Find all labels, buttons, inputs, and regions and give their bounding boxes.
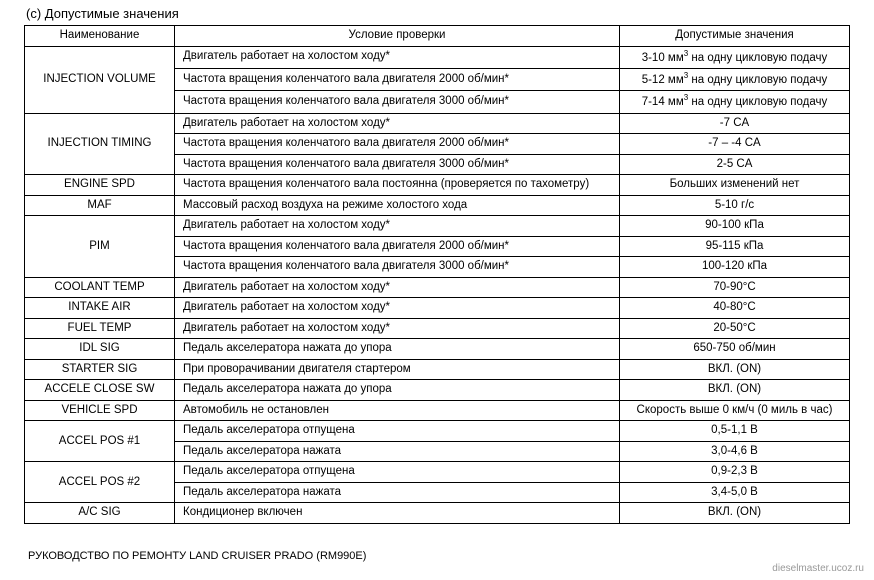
table-row: COOLANT TEMPДвигатель работает на холост… — [25, 277, 850, 298]
table-row: ACCELE CLOSE SWПедаль акселератора нажат… — [25, 380, 850, 401]
param-name: A/C SIG — [25, 503, 175, 524]
value-cell: 20-50°C — [620, 318, 850, 339]
table-row: PIMДвигатель работает на холостом ходу*9… — [25, 216, 850, 237]
condition-cell: При проворачивании двигателя стартером — [175, 359, 620, 380]
header-value: Допустимые значения — [620, 26, 850, 47]
condition-cell: Частота вращения коленчатого вала двигат… — [175, 91, 620, 113]
condition-cell: Двигатель работает на холостом ходу* — [175, 113, 620, 134]
value-cell: 7-14 мм3 на одну цикловую подачу — [620, 91, 850, 113]
condition-cell: Двигатель работает на холостом ходу* — [175, 216, 620, 237]
condition-cell: Педаль акселератора нажата до упора — [175, 339, 620, 360]
param-name: ACCEL POS #1 — [25, 421, 175, 462]
table-row: INJECTION VOLUMEДвигатель работает на хо… — [25, 46, 850, 68]
condition-cell: Массовый расход воздуха на режиме холост… — [175, 195, 620, 216]
value-cell: 3-10 мм3 на одну цикловую подачу — [620, 46, 850, 68]
param-name: VEHICLE SPD — [25, 400, 175, 421]
param-name: ACCEL POS #2 — [25, 462, 175, 503]
table-row: ENGINE SPDЧастота вращения коленчатого в… — [25, 175, 850, 196]
condition-cell: Автомобиль не остановлен — [175, 400, 620, 421]
value-cell: Больших изменений нет — [620, 175, 850, 196]
value-cell: 95-115 кПа — [620, 236, 850, 257]
param-name: INJECTION VOLUME — [25, 46, 175, 113]
value-cell: 650-750 об/мин — [620, 339, 850, 360]
table-row: STARTER SIGПри проворачивании двигателя … — [25, 359, 850, 380]
value-cell: Скорость выше 0 км/ч (0 миль в час) — [620, 400, 850, 421]
header-row: Наименование Условие проверки Допустимые… — [25, 26, 850, 47]
value-cell: 70-90°C — [620, 277, 850, 298]
value-cell: -7 – -4 CA — [620, 134, 850, 155]
condition-cell: Педаль акселератора нажата — [175, 482, 620, 503]
condition-cell: Частота вращения коленчатого вала двигат… — [175, 68, 620, 90]
value-cell: 40-80°C — [620, 298, 850, 319]
condition-cell: Частота вращения коленчатого вала двигат… — [175, 154, 620, 175]
table-row: VEHICLE SPDАвтомобиль не остановленСкоро… — [25, 400, 850, 421]
param-name: ENGINE SPD — [25, 175, 175, 196]
value-cell: 2-5 CA — [620, 154, 850, 175]
condition-cell: Двигатель работает на холостом ходу* — [175, 298, 620, 319]
section-title: (c) Допустимые значения — [24, 6, 850, 21]
param-name: INTAKE AIR — [25, 298, 175, 319]
value-cell: 5-12 мм3 на одну цикловую подачу — [620, 68, 850, 90]
condition-cell: Педаль акселератора нажата до упора — [175, 380, 620, 401]
condition-cell: Частота вращения коленчатого вала двигат… — [175, 236, 620, 257]
table-row: FUEL TEMPДвигатель работает на холостом … — [25, 318, 850, 339]
value-cell: 0,9-2,3 В — [620, 462, 850, 483]
value-cell: ВКЛ. (ON) — [620, 503, 850, 524]
table-row: A/C SIGКондиционер включенВКЛ. (ON) — [25, 503, 850, 524]
value-cell: 90-100 кПа — [620, 216, 850, 237]
condition-cell: Педаль акселератора отпущена — [175, 421, 620, 442]
footer-manual-ref: РУКОВОДСТВО ПО РЕМОНТУ LAND CRUISER PRAD… — [28, 550, 366, 562]
condition-cell: Педаль акселератора отпущена — [175, 462, 620, 483]
header-condition: Условие проверки — [175, 26, 620, 47]
value-cell: 0,5-1,1 В — [620, 421, 850, 442]
condition-cell: Частота вращения коленчатого вала двигат… — [175, 257, 620, 278]
table-row: INTAKE AIRДвигатель работает на холостом… — [25, 298, 850, 319]
footer-watermark: dieselmaster.ucoz.ru — [772, 563, 864, 574]
condition-cell: Кондиционер включен — [175, 503, 620, 524]
header-name: Наименование — [25, 26, 175, 47]
value-cell: 5-10 г/с — [620, 195, 850, 216]
param-name: STARTER SIG — [25, 359, 175, 380]
param-name: PIM — [25, 216, 175, 278]
condition-cell: Частота вращения коленчатого вала постоя… — [175, 175, 620, 196]
table-row: ACCEL POS #2Педаль акселератора отпущена… — [25, 462, 850, 483]
condition-cell: Двигатель работает на холостом ходу* — [175, 277, 620, 298]
value-cell: 3,4-5,0 В — [620, 482, 850, 503]
value-cell: ВКЛ. (ON) — [620, 380, 850, 401]
param-name: ACCELE CLOSE SW — [25, 380, 175, 401]
param-name: COOLANT TEMP — [25, 277, 175, 298]
condition-cell: Двигатель работает на холостом ходу* — [175, 318, 620, 339]
param-name: IDL SIG — [25, 339, 175, 360]
value-cell: 100-120 кПа — [620, 257, 850, 278]
param-name: FUEL TEMP — [25, 318, 175, 339]
value-cell: ВКЛ. (ON) — [620, 359, 850, 380]
specs-table: Наименование Условие проверки Допустимые… — [24, 25, 850, 524]
param-name: MAF — [25, 195, 175, 216]
condition-cell: Педаль акселератора нажата — [175, 441, 620, 462]
param-name: INJECTION TIMING — [25, 113, 175, 175]
condition-cell: Двигатель работает на холостом ходу* — [175, 46, 620, 68]
table-row: MAFМассовый расход воздуха на режиме хол… — [25, 195, 850, 216]
table-row: ACCEL POS #1Педаль акселератора отпущена… — [25, 421, 850, 442]
value-cell: 3,0-4,6 В — [620, 441, 850, 462]
table-row: INJECTION TIMINGДвигатель работает на хо… — [25, 113, 850, 134]
value-cell: -7 CA — [620, 113, 850, 134]
table-row: IDL SIGПедаль акселератора нажата до упо… — [25, 339, 850, 360]
condition-cell: Частота вращения коленчатого вала двигат… — [175, 134, 620, 155]
